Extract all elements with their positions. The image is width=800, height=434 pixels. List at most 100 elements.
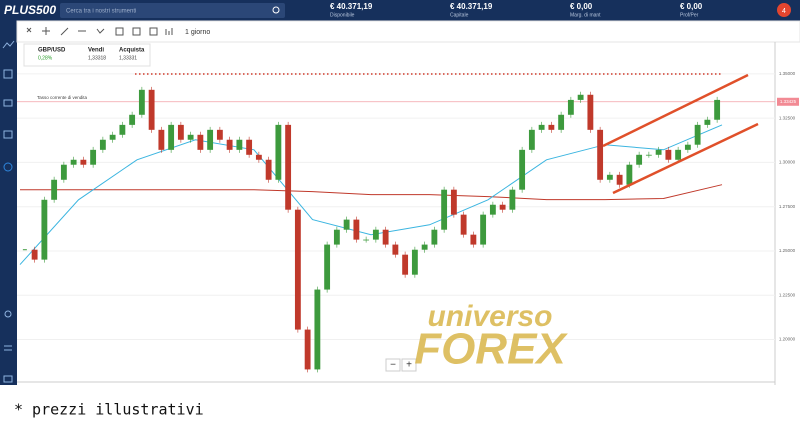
candle-body (655, 149, 662, 155)
candle-body (343, 219, 350, 230)
candle-body (509, 189, 516, 210)
tool-pencil[interactable] (60, 27, 69, 36)
candle-body (548, 124, 555, 130)
candle-body (645, 154, 652, 156)
candle-body (411, 249, 418, 275)
toolbar (16, 20, 800, 43)
candle-body (402, 254, 409, 275)
candle-body (207, 129, 214, 150)
zoom-label: − (390, 360, 396, 371)
candle-body (168, 124, 175, 150)
candle-body (694, 124, 701, 145)
zoom-label: + (406, 360, 412, 371)
tool-layout[interactable] (132, 27, 141, 36)
nav-trade[interactable] (3, 69, 13, 79)
notification-badge[interactable] (777, 3, 791, 17)
stat-value: € 40.371,19 (450, 2, 493, 11)
tool-crosshair[interactable] (42, 27, 50, 35)
candle-body (255, 154, 262, 160)
nav-chat[interactable] (3, 375, 13, 383)
candle-body (587, 94, 594, 130)
nav-chart[interactable] (2, 40, 15, 49)
candle-body (51, 179, 58, 200)
nav-tag[interactable] (3, 99, 13, 107)
candle-body (684, 144, 691, 150)
candle-body (41, 199, 48, 260)
timeframe[interactable]: 1 giorno (185, 29, 210, 36)
candle-body (333, 229, 340, 245)
candle-body (148, 89, 155, 130)
y-tick-label: 1.30000 (779, 160, 796, 165)
tool-cross[interactable] (26, 27, 32, 33)
stat-label: Marg. di mant (570, 12, 601, 18)
instrument-box (23, 43, 151, 67)
candle-body (129, 114, 136, 125)
candle-body (138, 89, 145, 115)
candle-body (324, 244, 331, 290)
y-tick-label: 1.20000 (779, 337, 796, 342)
candle-body (675, 149, 682, 160)
search-box[interactable] (60, 3, 285, 18)
candle-body (538, 124, 545, 130)
candle-body (489, 204, 496, 215)
nav-switch[interactable] (4, 345, 12, 351)
y-tick-label: 1.35000 (779, 71, 796, 76)
search-icon[interactable] (272, 6, 280, 14)
footnote: * prezzi illustrativi (14, 401, 204, 419)
y-tick-label: 1.32500 (779, 115, 796, 120)
watermark-bottom: FOREX (414, 325, 568, 374)
search-placeholder: Cerca tra i nostri strumenti (66, 9, 136, 15)
candle-body (236, 139, 243, 150)
buy-price[interactable]: 1,33331 (119, 55, 137, 61)
candle-body (567, 99, 574, 115)
channel-lower (612, 122, 759, 195)
watermark-top: universo (427, 300, 552, 333)
notification-count: 4 (782, 8, 786, 15)
stat-value: € 0,00 (680, 2, 703, 11)
stat-value: € 0,00 (570, 2, 593, 11)
sidebar-icons (2, 40, 15, 383)
candle-body (314, 289, 321, 370)
candle-body (80, 159, 87, 165)
tool-shape[interactable] (115, 27, 124, 36)
candle-body (304, 329, 311, 370)
current-rate-value: 1.33425 (780, 99, 797, 104)
candle-body (704, 119, 711, 125)
candle-body (597, 129, 604, 180)
sell-label: Vendi (88, 48, 104, 54)
zoom-button[interactable] (385, 358, 401, 372)
tool-indicators[interactable] (165, 28, 173, 35)
candle-body (285, 124, 292, 210)
candle-body (216, 129, 223, 140)
tool-trend[interactable] (96, 28, 105, 34)
candle-body (528, 129, 535, 150)
candle-body (499, 204, 506, 210)
tool-save[interactable] (149, 27, 158, 36)
candle-body (616, 174, 623, 185)
nav-portfolio[interactable] (3, 130, 13, 139)
sell-price[interactable]: 1,33318 (88, 55, 106, 61)
candle-body (392, 244, 399, 255)
candle-body (636, 154, 643, 165)
candle-body (158, 129, 165, 150)
y-tick-label: 1.25000 (779, 248, 796, 253)
symbol: GBP/USD (38, 48, 66, 54)
nav-settings[interactable] (4, 310, 12, 318)
candle-body (421, 244, 428, 250)
caption-area (0, 385, 800, 429)
candle-body (99, 139, 106, 150)
zoom-button[interactable] (401, 358, 417, 372)
candle-body (460, 214, 467, 235)
nav-active[interactable] (3, 162, 13, 172)
candle-body (382, 229, 389, 245)
candle-body (187, 134, 194, 140)
candle-body (470, 234, 477, 245)
candle-body (109, 134, 116, 140)
candle-body (519, 149, 526, 190)
channel-upper (602, 73, 749, 148)
candle-body (558, 114, 565, 130)
candle-body (70, 159, 77, 165)
stat-label: Capitale (450, 12, 469, 18)
